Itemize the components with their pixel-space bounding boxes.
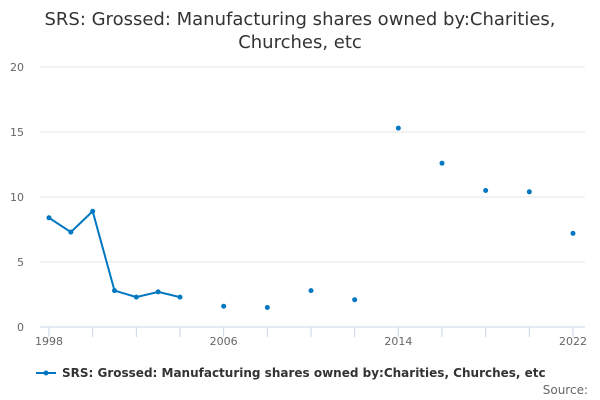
- data-point: [177, 294, 183, 300]
- data-point: [395, 125, 401, 131]
- data-point: [112, 288, 117, 294]
- data-point: [570, 230, 576, 236]
- legend-marker-icon: [36, 370, 56, 376]
- data-point: [90, 208, 96, 214]
- y-tick-label: 0: [17, 321, 24, 334]
- data-point: [68, 229, 74, 235]
- x-tick-label: 2014: [384, 335, 412, 348]
- data-point: [439, 160, 445, 166]
- y-tick-label: 10: [10, 191, 24, 204]
- legend[interactable]: SRS: Grossed: Manufacturing shares owned…: [36, 366, 546, 380]
- data-point: [155, 289, 161, 295]
- data-point: [483, 188, 489, 193]
- y-tick-label: 5: [17, 256, 24, 269]
- data-point: [264, 305, 270, 310]
- chart-title: SRS: Grossed: Manufacturing shares owned…: [44, 9, 556, 53]
- y-tick-label: 20: [10, 61, 24, 74]
- data-point: [46, 215, 52, 221]
- data-point: [526, 189, 532, 195]
- legend-label: SRS: Grossed: Manufacturing shares owned…: [62, 366, 546, 380]
- data-point: [133, 294, 139, 300]
- series-line: [48, 209, 181, 299]
- x-tick-label: 2022: [559, 335, 587, 348]
- y-tick-label: 15: [10, 126, 24, 139]
- data-point: [308, 288, 314, 294]
- x-tick-label: 1998: [35, 335, 63, 348]
- data-point: [221, 303, 227, 309]
- x-tick-label: 2006: [210, 335, 238, 348]
- data-point: [352, 297, 358, 303]
- source-label: Source:: [542, 383, 588, 397]
